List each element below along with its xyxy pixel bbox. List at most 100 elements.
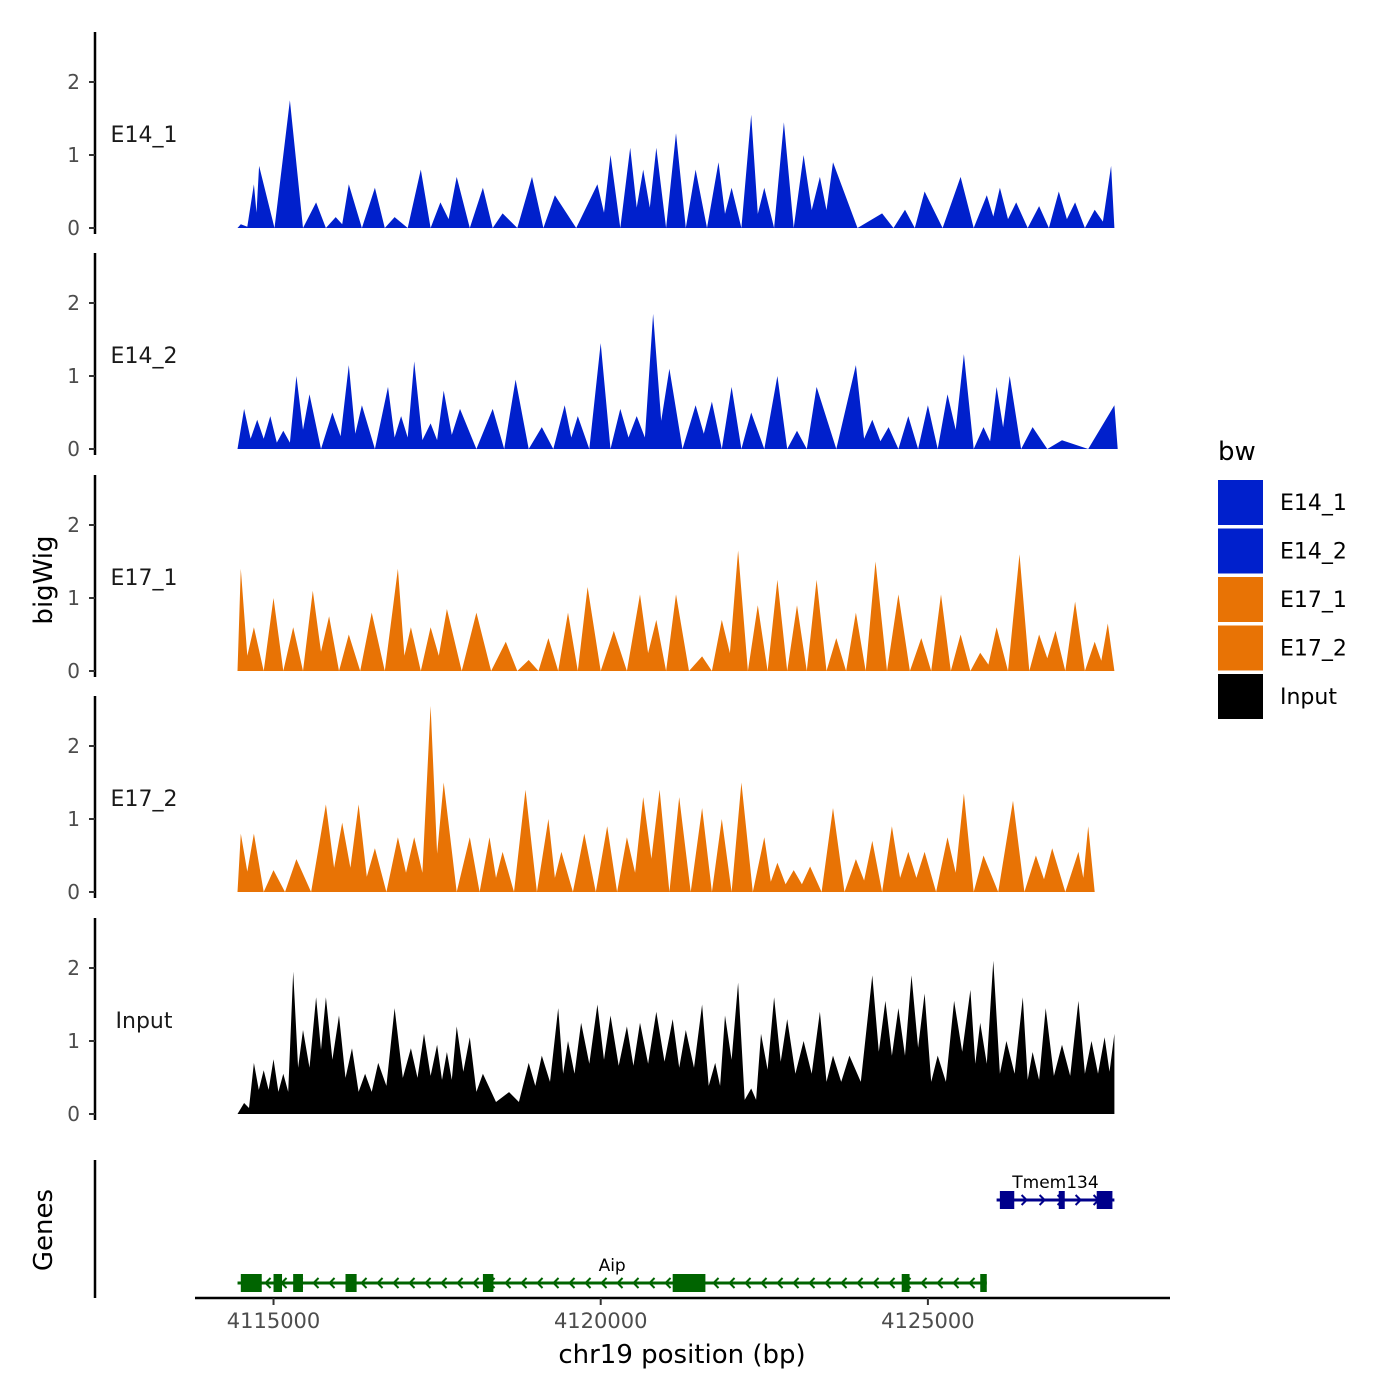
strand-arrow [408,1277,416,1289]
strand-arrow [424,1277,432,1289]
strand-arrow [264,1277,272,1289]
legend: bw E14_1 E14_2 E17_1 E17_2 Input [1218,437,1347,719]
strand-arrow [440,1277,448,1289]
track-E17_2: 0 1 2 E17_2 [67,696,1095,904]
strand-arrow [664,1277,672,1289]
strand-arrow [776,1277,784,1289]
strand-arrow [968,1277,976,1289]
strand-arrow [584,1277,592,1289]
strand-arrow [808,1277,816,1289]
gene-exon [980,1274,987,1292]
legend-swatch-E14_1 [1218,480,1263,525]
legend-label: E14_2 [1280,540,1347,565]
strand-arrow [712,1277,720,1289]
strand-arrow [1038,1194,1047,1206]
x-tick-label: 4125000 [881,1309,975,1333]
gene-exon [672,1274,706,1292]
strand-arrow [552,1277,560,1289]
strand-arrow [648,1277,656,1289]
legend-swatch-E17_1 [1218,577,1263,622]
strand-arrow [840,1277,848,1289]
strand-arrow [1074,1194,1083,1206]
legend-label: Input [1280,685,1337,710]
x-axis-title: chr19 position (bp) [558,1340,805,1370]
track-Input: 0 1 2 Input [67,918,1115,1126]
y-tick-label: 0 [67,880,80,904]
gene-exon [240,1274,262,1292]
x-axis: 4115000 4120000 4125000 [195,1296,1170,1333]
signal-area-Input [237,960,1115,1114]
gene-label: Tmem134 [1011,1173,1098,1193]
y-tick-label: 0 [67,437,80,461]
x-tick-label: 4115000 [227,1309,321,1333]
y-tick-label: 2 [67,70,80,94]
legend-label: E17_1 [1280,588,1347,613]
strand-arrow [872,1277,880,1289]
strand-arrow [728,1277,736,1289]
strand-arrow [376,1277,384,1289]
track-label: E14_1 [111,123,178,148]
strand-arrow [888,1277,896,1289]
strand-arrow [824,1277,832,1289]
y-tick-label: 1 [67,586,80,610]
legend-label: E17_2 [1280,637,1347,662]
gene-Tmem134: Tmem134 [996,1173,1115,1209]
strand-arrow [456,1277,464,1289]
legend-swatch-E14_2 [1218,528,1263,574]
strand-arrow [744,1277,752,1289]
strand-arrow [856,1277,864,1289]
strand-arrow [360,1277,368,1289]
y-tick-label: 2 [67,956,80,980]
strand-arrow [760,1277,768,1289]
gene-exon [901,1274,910,1292]
y-tick-label: 1 [67,143,80,167]
gene-exon [482,1274,494,1292]
legend-swatch-E17_2 [1218,625,1263,671]
y-tick-label: 1 [67,1029,80,1053]
track-panels: 0 1 2 E14_1 0 1 2 E14_2 0 1 2 E17_1 0 1 2 E17_2 0 1 2 Input [67,32,1118,1126]
gene-exon [273,1274,283,1292]
y-tick-label: 2 [67,734,80,758]
gene-Aip: Aip [237,1256,987,1292]
legend-title: bw [1218,437,1256,467]
track-E14_1: 0 1 2 E14_1 [67,32,1115,240]
strand-arrow [616,1277,624,1289]
strand-arrow [632,1277,640,1289]
gene-exon [1096,1191,1113,1209]
track-E17_1: 0 1 2 E17_1 [67,475,1115,683]
y-axis-title: bigWig [29,535,59,624]
strand-arrow [504,1277,512,1289]
strand-arrow [600,1277,608,1289]
gene-exon [1058,1191,1065,1209]
strand-arrow [328,1277,336,1289]
track-label: E14_2 [111,344,178,369]
y-tick-label: 1 [67,364,80,388]
x-tick-label: 4120000 [554,1309,648,1333]
strand-arrow [568,1277,576,1289]
y-tick-label: 0 [67,1102,80,1126]
strand-arrow [536,1277,544,1289]
gene-exon [999,1191,1015,1209]
strand-arrow [936,1277,944,1289]
strand-arrow [1020,1194,1029,1206]
gene-panel: Tmem134 Aip [93,1160,1115,1298]
genes-axis-title: Genes [29,1189,59,1271]
signal-area-E14_1 [237,100,1115,228]
strand-arrow [472,1277,480,1289]
strand-arrow [312,1277,320,1289]
track-label: E17_1 [111,566,178,591]
gene-exon [293,1274,303,1292]
y-tick-label: 1 [67,807,80,831]
strand-arrow [920,1277,928,1289]
y-tick-label: 2 [67,513,80,537]
track-label: Input [116,1009,173,1034]
legend-swatch-Input [1218,674,1263,719]
y-tick-label: 2 [67,291,80,315]
y-tick-label: 0 [67,216,80,240]
track-E14_2: 0 1 2 E14_2 [67,253,1118,461]
strand-arrow [792,1277,800,1289]
y-tick-label: 0 [67,659,80,683]
signal-area-E14_2 [237,313,1118,449]
track-label: E17_2 [111,787,178,812]
